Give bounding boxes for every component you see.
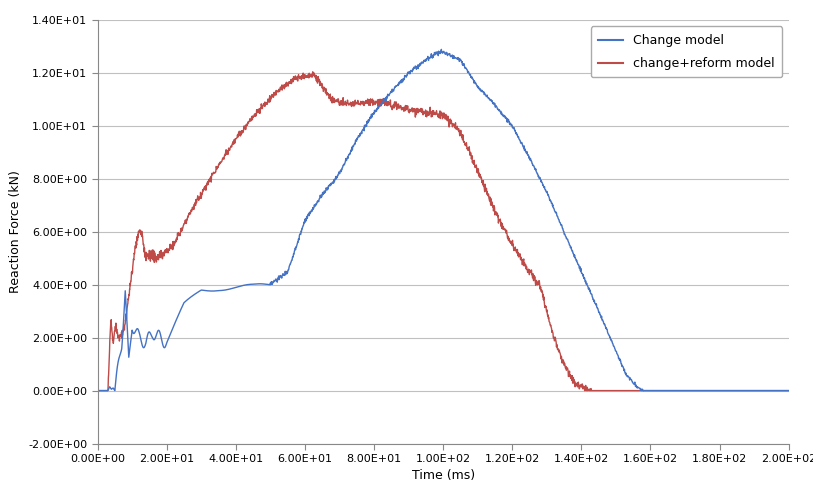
Change model — [559, 231, 569, 237]
change+reform model — [308, 69, 318, 75]
Change model — [93, 388, 102, 394]
change+reform model — [324, 91, 333, 97]
Line: Change model: Change model — [98, 49, 789, 391]
change+reform model — [137, 234, 147, 240]
change+reform model — [146, 253, 156, 259]
Change model — [613, 352, 623, 358]
Y-axis label: Reaction Force (kN): Reaction Force (kN) — [10, 170, 23, 293]
Change model — [173, 312, 183, 318]
Change model — [266, 280, 276, 286]
Change model — [784, 388, 793, 394]
change+reform model — [234, 132, 244, 138]
X-axis label: Time (ms): Time (ms) — [411, 470, 475, 482]
Change model — [459, 62, 468, 69]
Line: change+reform model: change+reform model — [98, 72, 789, 391]
Change model — [713, 388, 723, 394]
change+reform model — [784, 388, 793, 394]
Legend: Change model, change+reform model: Change model, change+reform model — [591, 26, 782, 78]
change+reform model — [642, 388, 652, 394]
change+reform model — [93, 388, 102, 394]
Change model — [437, 46, 446, 52]
change+reform model — [410, 106, 420, 112]
